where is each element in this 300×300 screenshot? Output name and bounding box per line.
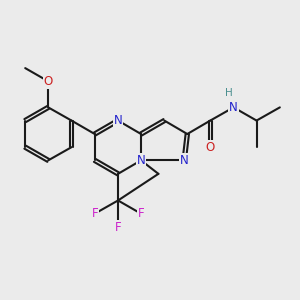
Text: F: F <box>115 220 121 234</box>
Text: H: H <box>225 88 232 98</box>
Text: N: N <box>114 114 122 127</box>
Text: O: O <box>206 141 215 154</box>
Text: O: O <box>44 75 53 88</box>
Text: N: N <box>229 101 238 114</box>
Text: F: F <box>92 207 98 220</box>
Text: N: N <box>180 154 189 167</box>
Text: N: N <box>137 154 146 167</box>
Text: F: F <box>138 207 144 220</box>
